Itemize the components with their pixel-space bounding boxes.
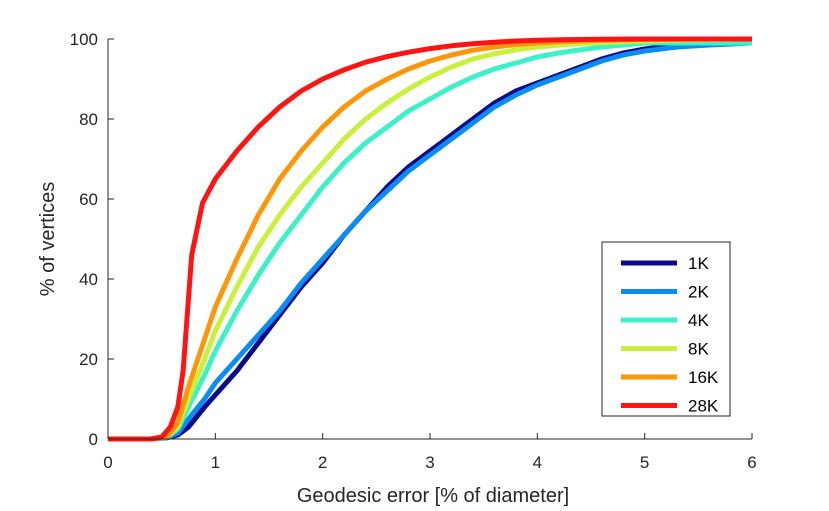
x-ticks: 0 1 2 3 4 5 6 (103, 433, 757, 472)
x-tick-label: 2 (318, 453, 327, 472)
series-line-2k (108, 40, 753, 442)
legend-label-1k: 1K (688, 254, 709, 273)
y-ticks: 0 20 40 60 80 100 (70, 30, 114, 449)
legend-label-4k: 4K (688, 311, 709, 330)
legend-box (601, 241, 731, 417)
x-tick-label: 3 (425, 453, 434, 472)
legend-label-2k: 2K (688, 283, 709, 302)
legend-label-28k: 28K (688, 397, 719, 416)
y-tick-label: 20 (79, 350, 98, 369)
series-lines (108, 36, 753, 442)
legend: 1K 2K 4K 8K 16K 28K (601, 241, 731, 417)
legend-label-16k: 16K (688, 368, 719, 387)
x-axis-label: Geodesic error [% of diameter] (297, 485, 569, 507)
x-tick-label: 0 (103, 453, 112, 472)
series-line-28k (108, 36, 752, 442)
y-tick-label: 80 (79, 110, 98, 129)
y-tick-label: 100 (70, 30, 98, 49)
x-tick-label: 5 (640, 453, 649, 472)
y-tick-label: 0 (89, 430, 98, 449)
y-tick-label: 40 (79, 270, 98, 289)
x-tick-label: 4 (533, 453, 542, 472)
series-line-4k (108, 40, 752, 442)
x-tick-label: 1 (211, 453, 220, 472)
y-tick-label: 60 (79, 190, 98, 209)
x-tick-label: 6 (747, 453, 756, 472)
y-axis-label: % of vertices (37, 182, 59, 296)
legend-label-8k: 8K (688, 340, 709, 359)
series-line-8k (108, 36, 753, 442)
